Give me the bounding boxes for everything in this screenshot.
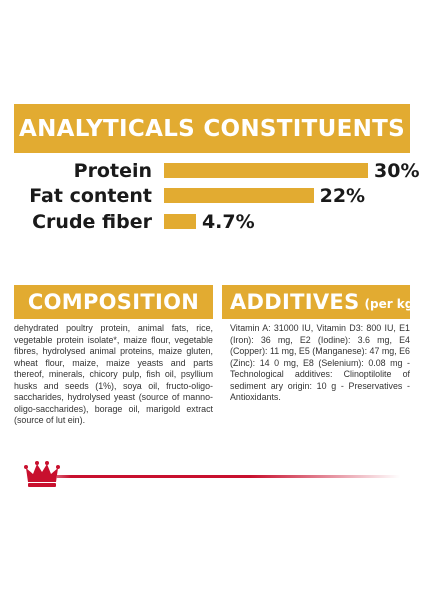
analytics-banner: ANALYTICALS CONSTITUENTS [14, 104, 410, 153]
constituent-bar [164, 214, 196, 229]
constituent-row-fat: Fat content 22% [0, 182, 424, 210]
royal-canin-crown-icon [24, 460, 60, 490]
composition-text: dehydrated poultry protein, animal fats,… [14, 323, 213, 425]
additives-text: Vitamin A: 31000 IU, Vitamin D3: 800 IU,… [230, 323, 410, 402]
constituent-label: Crude fiber [32, 211, 152, 233]
constituent-value: 30% [374, 160, 420, 182]
constituent-bar [164, 163, 368, 178]
constituent-label: Fat content [29, 185, 152, 207]
constituent-label: Protein [73, 160, 152, 182]
analytics-title: ANALYTICALS CONSTITUENTS [18, 115, 405, 142]
additives-banner: ADDITIVES (per kg) [222, 285, 419, 319]
additives-title: ADDITIVES [230, 290, 360, 314]
composition-banner: COMPOSITION [14, 285, 213, 319]
constituent-bar [164, 188, 314, 203]
additives-unit: (per kg) [364, 297, 419, 311]
constituent-value: 4.7% [201, 211, 255, 233]
constituent-row-fiber: Crude fiber 4.7% [0, 208, 424, 236]
constituent-value: 22% [319, 185, 366, 207]
composition-title: COMPOSITION [27, 290, 200, 314]
constituent-row-protein: Protein 30% [0, 157, 424, 185]
footer-divider [26, 475, 400, 478]
